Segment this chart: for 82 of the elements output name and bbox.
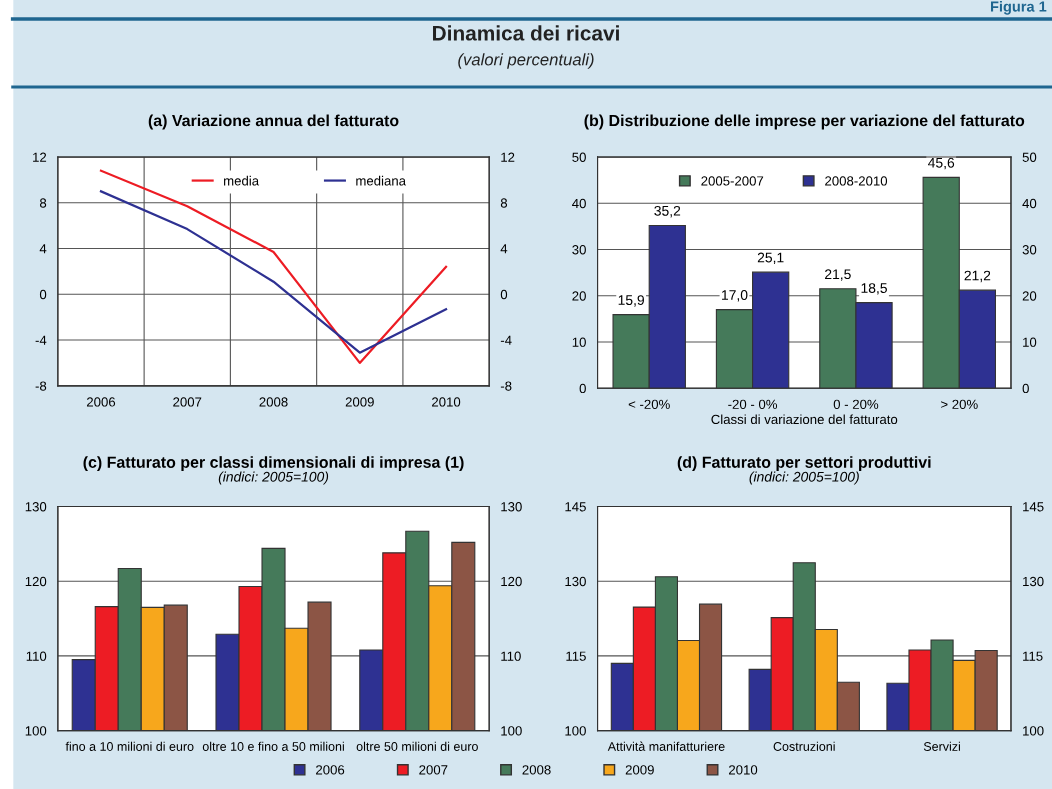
y2-tick-label: 30 bbox=[1022, 245, 1037, 255]
x-tick-label: 2008 bbox=[259, 397, 288, 407]
legend-label: media bbox=[224, 175, 260, 186]
data-label: 35,2 bbox=[654, 205, 681, 218]
y2-tick-label: 130 bbox=[501, 502, 522, 512]
legend-label: 2005-2007 bbox=[701, 176, 764, 186]
y2-tick-label: 145 bbox=[1023, 502, 1044, 512]
y-tick-label: 20 bbox=[572, 291, 586, 301]
x-tick-label: oltre 50 milioni di euro bbox=[356, 741, 478, 751]
x-tick-label: 2009 bbox=[345, 397, 374, 407]
chart-subtitle: (indici: 2005=100) bbox=[218, 471, 329, 485]
y-tick-label: 100 bbox=[25, 726, 47, 736]
y2-tick-label: 20 bbox=[1022, 291, 1037, 301]
legend-label: 2008 bbox=[522, 765, 551, 775]
y-tick-label: 115 bbox=[566, 651, 586, 661]
legend-label: 2010 bbox=[729, 765, 758, 775]
x-axis-title: Classi di variazione del fatturato bbox=[711, 414, 898, 425]
data-label: 21,5 bbox=[825, 269, 851, 281]
data-label: 17,0 bbox=[722, 290, 748, 302]
data-label: 45,6 bbox=[928, 157, 955, 170]
y2-tick-label: 4 bbox=[500, 244, 508, 254]
chart-title: (a) Variazione annua del fatturato bbox=[148, 114, 399, 130]
y2-tick-label: 10 bbox=[1023, 337, 1037, 347]
x-tick-label: Servizi bbox=[923, 741, 960, 751]
y2-tick-label: 110 bbox=[501, 651, 521, 661]
y-tick-label: -8 bbox=[35, 381, 47, 391]
x-tick-label: 2007 bbox=[173, 397, 202, 407]
y-tick-label: 4 bbox=[39, 244, 47, 254]
data-label: 15,9 bbox=[618, 295, 644, 307]
y2-tick-label: 115 bbox=[1023, 651, 1043, 661]
y2-tick-label: -4 bbox=[500, 335, 512, 345]
chart-title: (b) Distribuzione delle imprese per variazione del fatturato bbox=[584, 114, 1025, 130]
y2-tick-label: 0 bbox=[1022, 383, 1029, 394]
y2-tick-label: 120 bbox=[501, 576, 522, 587]
y2-tick-label: 12 bbox=[501, 152, 515, 162]
data-label: 21,2 bbox=[964, 270, 991, 283]
legend-label: 2008-2010 bbox=[825, 176, 888, 186]
y2-tick-label: 130 bbox=[1023, 576, 1044, 587]
x-tick-label: Attività manifatturiere bbox=[607, 741, 725, 751]
y-tick-label: -4 bbox=[35, 335, 47, 345]
x-tick-label: 0 - 20% bbox=[833, 399, 879, 409]
x-tick-label: > 20% bbox=[941, 399, 978, 409]
chart-subtitle: (indici: 2005=100) bbox=[749, 471, 859, 485]
y2-tick-label: 50 bbox=[1022, 152, 1037, 162]
y-tick-label: 30 bbox=[572, 245, 586, 255]
legend-label: 2009 bbox=[625, 765, 654, 775]
y-tick-label: 100 bbox=[565, 726, 586, 736]
y-tick-label: 0 bbox=[39, 289, 47, 300]
x-tick-label: fino a 10 milioni di euro bbox=[65, 741, 194, 751]
chart-title: (c) Fatturato per classi dimensionali di impresa (1) bbox=[83, 456, 464, 472]
legend-label: 2006 bbox=[316, 765, 345, 775]
y-tick-label: 130 bbox=[25, 502, 47, 512]
y2-tick-label: 100 bbox=[1023, 726, 1044, 736]
chart-title: (d) Fatturato per settori produttivi bbox=[677, 456, 931, 472]
y-tick-label: 10 bbox=[572, 337, 586, 347]
text: Dinamica dei ricavi bbox=[433, 25, 619, 41]
x-tick-label: 2010 bbox=[432, 397, 461, 407]
legend-label: 2007 bbox=[419, 765, 448, 775]
x-tick-label: oltre 10 e fino a 50 milioni bbox=[202, 741, 344, 751]
y-tick-label: 145 bbox=[565, 502, 586, 512]
data-label: 18,5 bbox=[861, 283, 887, 295]
y-tick-label: 50 bbox=[572, 152, 586, 162]
y2-tick-label: 100 bbox=[501, 726, 522, 736]
y-tick-label: 120 bbox=[25, 576, 47, 587]
text: Figura 1 bbox=[991, 1, 1047, 15]
y2-tick-label: -8 bbox=[500, 381, 512, 391]
text: (valori percentuali) bbox=[458, 53, 594, 69]
y-tick-label: 8 bbox=[39, 198, 47, 208]
x-tick-label: < -20% bbox=[628, 399, 670, 409]
x-tick-label: Costruzioni bbox=[773, 741, 835, 751]
data-label: 25,1 bbox=[757, 252, 784, 265]
y2-tick-label: 0 bbox=[500, 289, 508, 300]
legend-label: mediana bbox=[356, 175, 407, 186]
y-tick-label: 0 bbox=[579, 383, 586, 394]
y2-tick-label: 40 bbox=[1022, 198, 1037, 209]
y2-tick-label: 8 bbox=[500, 198, 508, 208]
y-tick-label: 12 bbox=[33, 152, 47, 162]
y-tick-label: 130 bbox=[565, 576, 586, 587]
y-tick-label: 40 bbox=[572, 198, 586, 209]
y-tick-label: 110 bbox=[26, 651, 47, 661]
x-tick-label: -20 - 0% bbox=[728, 399, 778, 409]
x-tick-label: 2006 bbox=[86, 397, 116, 407]
